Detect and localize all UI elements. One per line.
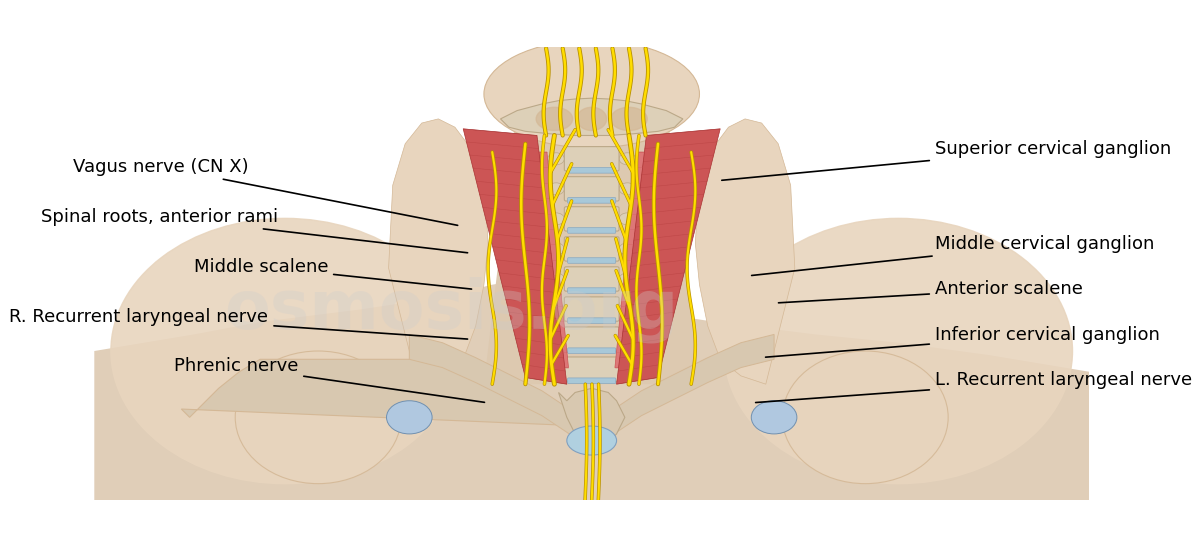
Polygon shape: [491, 152, 569, 368]
Text: Vagus nerve (CN X): Vagus nerve (CN X): [73, 158, 457, 225]
Ellipse shape: [751, 401, 797, 434]
Polygon shape: [617, 129, 720, 384]
FancyBboxPatch shape: [568, 348, 616, 353]
Ellipse shape: [619, 153, 636, 165]
Ellipse shape: [611, 107, 647, 131]
Polygon shape: [181, 359, 575, 426]
Polygon shape: [500, 98, 683, 136]
Ellipse shape: [619, 333, 636, 345]
Text: Anterior scalene: Anterior scalene: [779, 281, 1082, 303]
FancyBboxPatch shape: [568, 228, 616, 233]
Polygon shape: [409, 334, 583, 444]
Ellipse shape: [547, 303, 564, 315]
Ellipse shape: [619, 183, 636, 195]
Polygon shape: [484, 69, 700, 384]
Polygon shape: [695, 119, 794, 384]
Text: R. Recurrent laryngeal nerve: R. Recurrent laryngeal nerve: [10, 307, 468, 339]
Ellipse shape: [536, 107, 572, 131]
Ellipse shape: [547, 213, 564, 225]
Ellipse shape: [484, 40, 700, 148]
Ellipse shape: [619, 213, 636, 225]
Polygon shape: [614, 152, 694, 368]
Ellipse shape: [619, 303, 636, 315]
FancyBboxPatch shape: [564, 327, 619, 351]
Text: Middle cervical ganglion: Middle cervical ganglion: [751, 235, 1154, 276]
Text: osmosis.org: osmosis.org: [223, 276, 678, 343]
Ellipse shape: [782, 351, 948, 484]
FancyBboxPatch shape: [568, 318, 616, 323]
Text: L. Recurrent laryngeal nerve: L. Recurrent laryngeal nerve: [756, 371, 1192, 403]
Ellipse shape: [110, 218, 460, 484]
FancyBboxPatch shape: [568, 288, 616, 293]
Text: Middle scalene: Middle scalene: [193, 258, 472, 289]
Ellipse shape: [386, 401, 432, 434]
Polygon shape: [95, 276, 1090, 500]
Ellipse shape: [547, 273, 564, 285]
Polygon shape: [558, 388, 625, 444]
Ellipse shape: [547, 153, 564, 165]
Text: Inferior cervical ganglion: Inferior cervical ganglion: [766, 325, 1159, 357]
FancyBboxPatch shape: [564, 177, 619, 201]
Text: Spinal roots, anterior rami: Spinal roots, anterior rami: [41, 208, 468, 253]
FancyBboxPatch shape: [568, 197, 616, 203]
FancyBboxPatch shape: [564, 207, 619, 231]
Ellipse shape: [547, 363, 564, 375]
FancyBboxPatch shape: [564, 237, 619, 261]
FancyBboxPatch shape: [568, 378, 616, 383]
Polygon shape: [389, 119, 488, 384]
Ellipse shape: [619, 273, 636, 285]
Ellipse shape: [547, 333, 564, 345]
FancyBboxPatch shape: [564, 297, 619, 321]
Ellipse shape: [566, 426, 617, 455]
Polygon shape: [463, 129, 566, 384]
Ellipse shape: [619, 363, 636, 375]
FancyBboxPatch shape: [564, 357, 619, 381]
FancyBboxPatch shape: [564, 147, 619, 171]
FancyBboxPatch shape: [568, 167, 616, 173]
FancyBboxPatch shape: [568, 258, 616, 263]
Polygon shape: [600, 334, 774, 444]
Ellipse shape: [547, 243, 564, 255]
Text: Phrenic nerve: Phrenic nerve: [174, 357, 485, 403]
Ellipse shape: [577, 107, 607, 131]
Ellipse shape: [725, 218, 1073, 484]
Ellipse shape: [547, 183, 564, 195]
FancyBboxPatch shape: [564, 267, 619, 291]
Text: Superior cervical ganglion: Superior cervical ganglion: [721, 140, 1171, 181]
Ellipse shape: [619, 243, 636, 255]
Ellipse shape: [235, 351, 401, 484]
